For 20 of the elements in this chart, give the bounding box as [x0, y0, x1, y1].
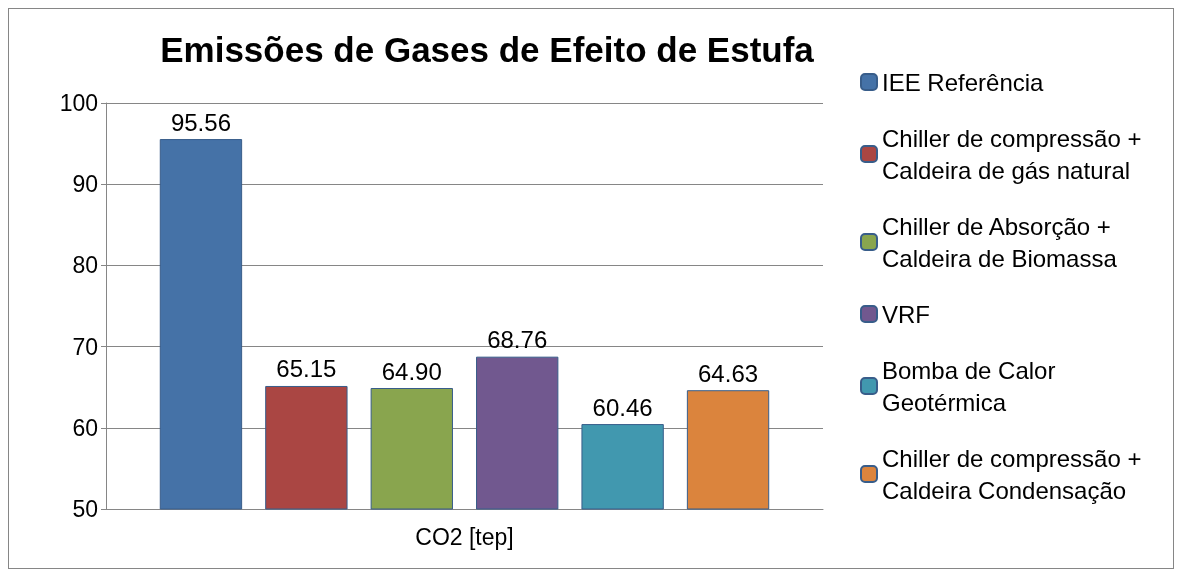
data-label: 64.90	[381, 357, 442, 385]
y-tick-label: 60	[72, 414, 98, 441]
y-tick-label: 90	[72, 171, 98, 198]
y-tick-label: 80	[72, 252, 98, 279]
y-tick-label: 100	[59, 90, 98, 116]
data-label: 68.76	[487, 326, 548, 354]
y-tick-label: 70	[72, 333, 98, 360]
y-tick-label: 50	[72, 496, 98, 522]
chart-title: Emissões de Gases de Efeito de Estufa	[160, 30, 815, 69]
legend-label: VRF	[882, 300, 930, 328]
legend-label: Bomba de Calor Geotérmica	[882, 356, 1063, 416]
legend-label: Chiller de Absorção + Caldeira de Biomassa	[882, 212, 1118, 272]
data-label: 64.63	[698, 359, 759, 387]
data-label: 95.56	[170, 108, 231, 136]
data-label: 65.15	[276, 355, 337, 383]
x-tick-label: CO2 [tep]	[415, 523, 514, 550]
legend-label: Chiller de compressão + Caldeira de gás natural	[882, 124, 1149, 184]
data-label: 60.46	[592, 393, 653, 421]
legend-label: IEE Referência	[882, 68, 1045, 96]
legend-label: Chiller de compressão + Caldeira Condensação	[882, 444, 1149, 504]
